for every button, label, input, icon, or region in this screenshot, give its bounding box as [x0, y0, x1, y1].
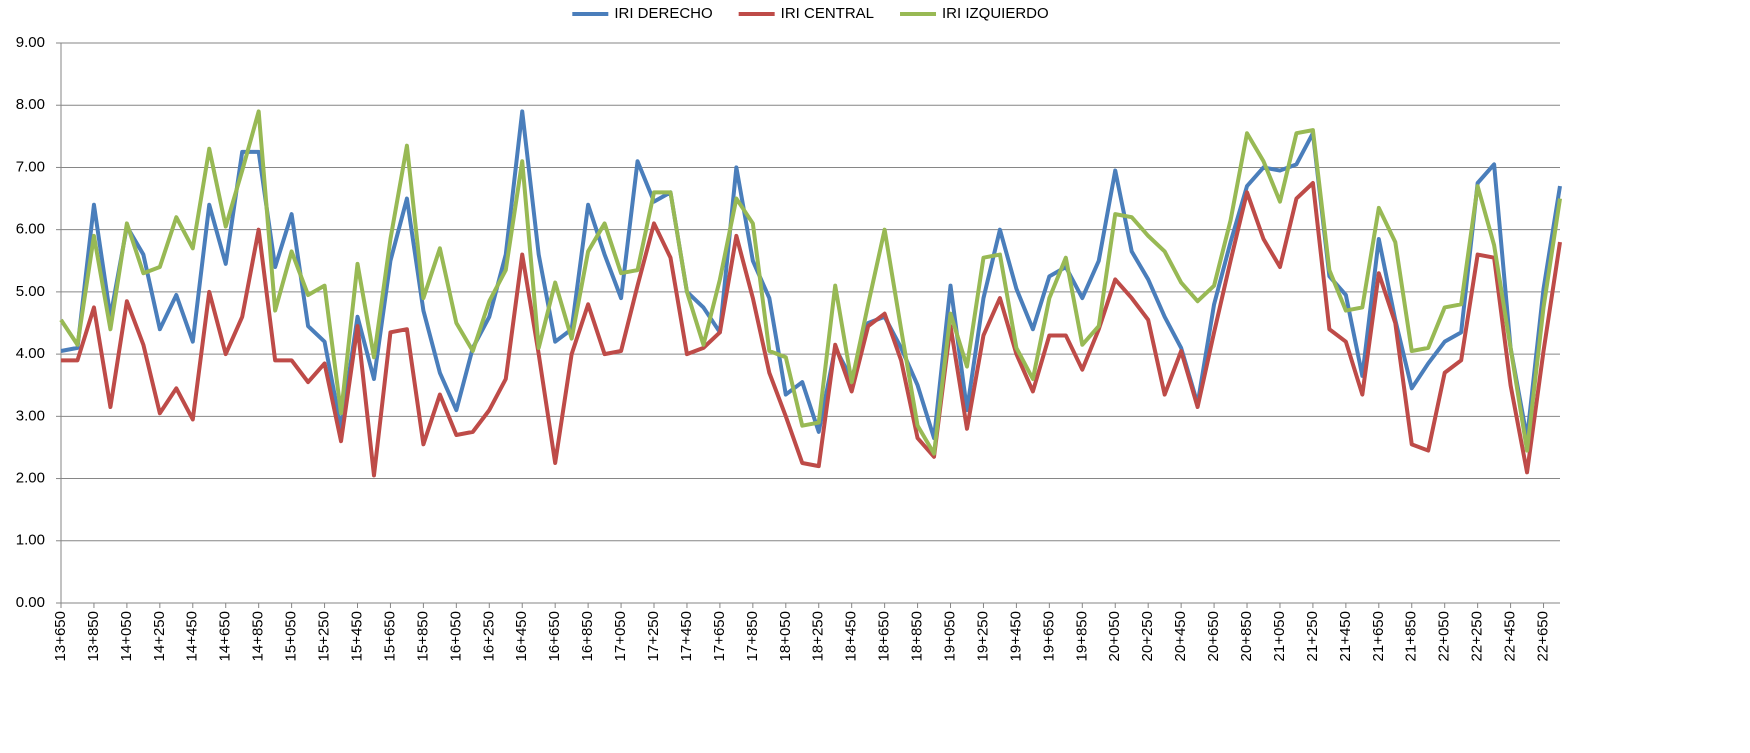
y-tick-label: 5.00 — [16, 283, 45, 300]
legend-label: IRI DERECHO — [614, 5, 712, 22]
x-tick-label: 17+850 — [744, 611, 761, 661]
x-tick-label: 20+250 — [1139, 611, 1156, 661]
x-tick-label: 21+450 — [1337, 611, 1354, 661]
legend-label: IRI IZQUIERDO — [942, 5, 1049, 22]
x-tick-label: 14+250 — [151, 611, 168, 661]
x-tick-label: 22+050 — [1436, 611, 1453, 661]
series-line — [59, 109, 1562, 456]
legend-label: IRI CENTRAL — [781, 5, 874, 22]
x-tick-label: 20+450 — [1172, 611, 1189, 661]
x-tick-label: 15+250 — [316, 611, 333, 661]
x-tick-label: 21+050 — [1271, 611, 1288, 661]
x-tick-label: 13+850 — [85, 611, 102, 661]
x-tick-label: 22+650 — [1534, 611, 1551, 661]
x-tick-label: 18+250 — [810, 611, 827, 661]
x-tick-label: 15+850 — [414, 611, 431, 661]
x-tick-label: 18+850 — [909, 611, 926, 661]
x-tick-label: 15+050 — [283, 611, 300, 661]
y-tick-label: 0.00 — [16, 594, 45, 611]
x-tick-label: 18+450 — [843, 611, 860, 661]
x-tick-label: 22+250 — [1469, 611, 1486, 661]
x-tick-label: 19+850 — [1073, 611, 1090, 661]
x-tick-label: 18+650 — [876, 611, 893, 661]
x-tick-label: 19+250 — [974, 611, 991, 661]
y-tick-label: 1.00 — [16, 532, 45, 549]
x-tick-label: 17+050 — [612, 611, 629, 661]
x-tick-label: 14+650 — [217, 611, 234, 661]
x-tick-label: 15+450 — [348, 611, 365, 661]
x-tick-label: 20+050 — [1106, 611, 1123, 661]
y-tick-label: 4.00 — [16, 345, 45, 362]
x-tick-label: 17+650 — [711, 611, 728, 661]
x-tick-label: 17+450 — [678, 611, 695, 661]
y-tick-label: 7.00 — [16, 158, 45, 175]
x-tick-label: 13+650 — [52, 611, 69, 661]
y-tick-label: 2.00 — [16, 470, 45, 487]
series-line — [60, 109, 1562, 441]
x-tick-label: 19+650 — [1040, 611, 1057, 661]
y-tick-label: 9.00 — [16, 34, 45, 51]
x-tick-label: 19+450 — [1007, 611, 1024, 661]
x-tick-label: 19+050 — [941, 611, 958, 661]
x-tick-label: 17+250 — [645, 611, 662, 661]
x-tick-label: 16+650 — [546, 611, 563, 661]
x-tick-label: 14+850 — [250, 611, 267, 661]
x-tick-label: 14+050 — [118, 611, 135, 661]
x-tick-label: 15+650 — [381, 611, 398, 661]
x-tick-label: 18+050 — [777, 611, 794, 661]
series-line — [61, 181, 1562, 478]
y-tick-label: 8.00 — [16, 96, 45, 113]
x-tick-label: 16+250 — [480, 611, 497, 661]
x-tick-label: 16+050 — [447, 611, 464, 661]
x-tick-label: 20+650 — [1205, 611, 1222, 661]
x-tick-label: 16+450 — [513, 611, 530, 661]
x-tick-label: 21+850 — [1403, 611, 1420, 661]
x-tick-label: 20+850 — [1238, 611, 1255, 661]
x-tick-label: 21+650 — [1370, 611, 1387, 661]
y-tick-label: 6.00 — [16, 221, 45, 238]
y-tick-label: 3.00 — [16, 407, 45, 424]
x-tick-label: 21+250 — [1304, 611, 1321, 661]
x-tick-label: 22+450 — [1502, 611, 1519, 661]
x-tick-label: 14+450 — [184, 611, 201, 661]
x-tick-label: 16+850 — [579, 611, 596, 661]
